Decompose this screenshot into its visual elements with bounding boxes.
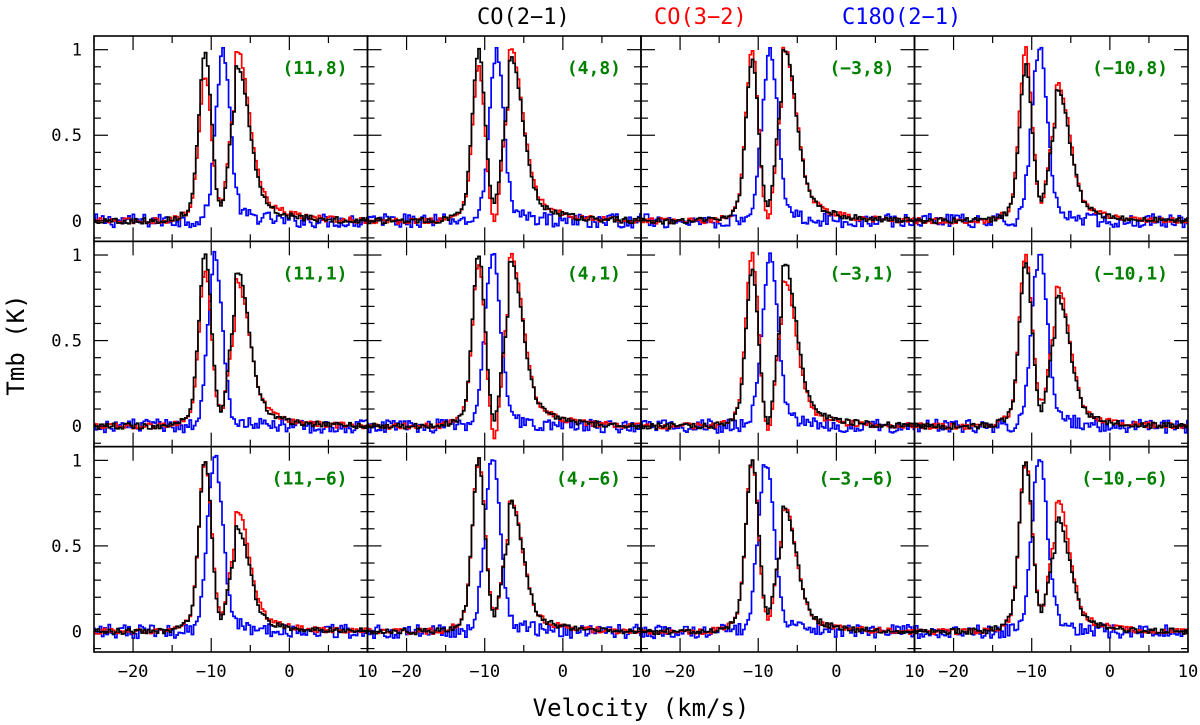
co21-spectrum <box>94 253 368 430</box>
panel-frame <box>913 445 1189 653</box>
panel-5: (4,1) <box>366 240 642 448</box>
co21-spectrum <box>641 263 915 430</box>
x-tick-label: 0 <box>1105 662 1115 682</box>
x-tick-label: 0 <box>284 662 294 682</box>
co21-spectrum <box>914 461 1188 636</box>
y-tick-label: 1 <box>72 41 82 61</box>
y-tick-label: 0.5 <box>51 332 82 352</box>
position-label: (4,8) <box>567 58 621 79</box>
panel-2: (−3,8) <box>640 35 916 243</box>
x-tick-label: −10 <box>469 662 500 682</box>
co21-spectrum <box>94 461 368 635</box>
legend: CO(2−1) CO(3−2) C18O(2−1) <box>477 5 961 30</box>
legend-co32: CO(3−2) <box>654 5 747 30</box>
y-tick-label: 0 <box>72 417 82 437</box>
panel-0: 0 0.5 1 (11,8) <box>51 35 369 243</box>
position-label: (−10,−6) <box>1081 469 1168 490</box>
position-label: (11,−6) <box>272 469 348 490</box>
co21-spectrum <box>914 262 1188 430</box>
panel-6: (−3,1) <box>640 240 916 448</box>
legend-c18o: C18O(2−1) <box>842 5 961 30</box>
y-tick-label: 1 <box>72 451 82 471</box>
panel-9: −20 −10 0 10 (4,−6) <box>366 445 651 682</box>
position-label: (−3,−6) <box>819 469 895 490</box>
x-tick-label: 0 <box>558 662 568 682</box>
y-tick-label: 1 <box>72 246 82 266</box>
x-tick-label: −20 <box>391 662 422 682</box>
co21-spectrum <box>641 459 915 636</box>
x-tick-label: −20 <box>118 662 149 682</box>
x-tick-label: 10 <box>1178 662 1198 682</box>
co21-spectrum <box>367 47 641 225</box>
y-tick-label: 0 <box>72 212 82 232</box>
co21-spectrum <box>367 457 641 636</box>
co21-spectrum <box>641 49 915 225</box>
position-label: (11,1) <box>282 263 347 284</box>
c18o-spectrum <box>94 250 368 434</box>
panel-7: (−10,1) <box>913 240 1189 448</box>
c18o-spectrum <box>914 46 1188 229</box>
position-label: (4,1) <box>567 263 621 284</box>
x-tick-label: −10 <box>1016 662 1047 682</box>
panel-10: −20 −10 0 10 (−3,−6) <box>640 445 925 682</box>
position-label: (−3,1) <box>829 263 894 284</box>
x-tick-label: −20 <box>938 662 969 682</box>
y-tick-label: 0.5 <box>51 537 82 557</box>
panel-1: (4,8) <box>366 35 642 243</box>
panel-4: 0 0.5 1 (11,1) <box>51 240 369 448</box>
position-label: (11,8) <box>282 58 347 79</box>
x-tick-label: −10 <box>196 662 227 682</box>
co21-spectrum <box>367 255 641 430</box>
y-tick-label: 0 <box>72 622 82 642</box>
legend-co21: CO(2−1) <box>477 5 570 30</box>
x-tick-label: 10 <box>904 662 924 682</box>
panel-11: −20 −10 0 10 (−10,−6) <box>913 445 1198 682</box>
y-tick-label: 0.5 <box>51 126 82 146</box>
x-tick-label: 10 <box>357 662 377 682</box>
x-axis-title: Velocity (km/s) <box>533 694 750 722</box>
x-tick-label: 10 <box>631 662 651 682</box>
panel-3: (−10,8) <box>913 35 1189 243</box>
position-label: (−10,8) <box>1092 58 1168 79</box>
x-tick-label: −10 <box>743 662 774 682</box>
position-label: (4,−6) <box>556 469 621 490</box>
co21-spectrum <box>94 51 368 225</box>
c18o-spectrum <box>641 464 915 640</box>
panel-8: 0 0.5 1 −20 −10 0 10 (11,−6) <box>51 445 378 682</box>
position-label: (−10,1) <box>1092 263 1168 284</box>
y-axis-title: Tmb (K) <box>2 294 30 395</box>
co21-spectrum <box>914 63 1188 225</box>
x-tick-label: −20 <box>665 662 696 682</box>
panels-group: 0 0.5 1 (11,8) (4,8) (−3,8) (−10,8) 0 0.5 1 (11,1)… <box>51 35 1198 682</box>
position-label: (−3,8) <box>829 58 894 79</box>
x-tick-label: 0 <box>831 662 841 682</box>
